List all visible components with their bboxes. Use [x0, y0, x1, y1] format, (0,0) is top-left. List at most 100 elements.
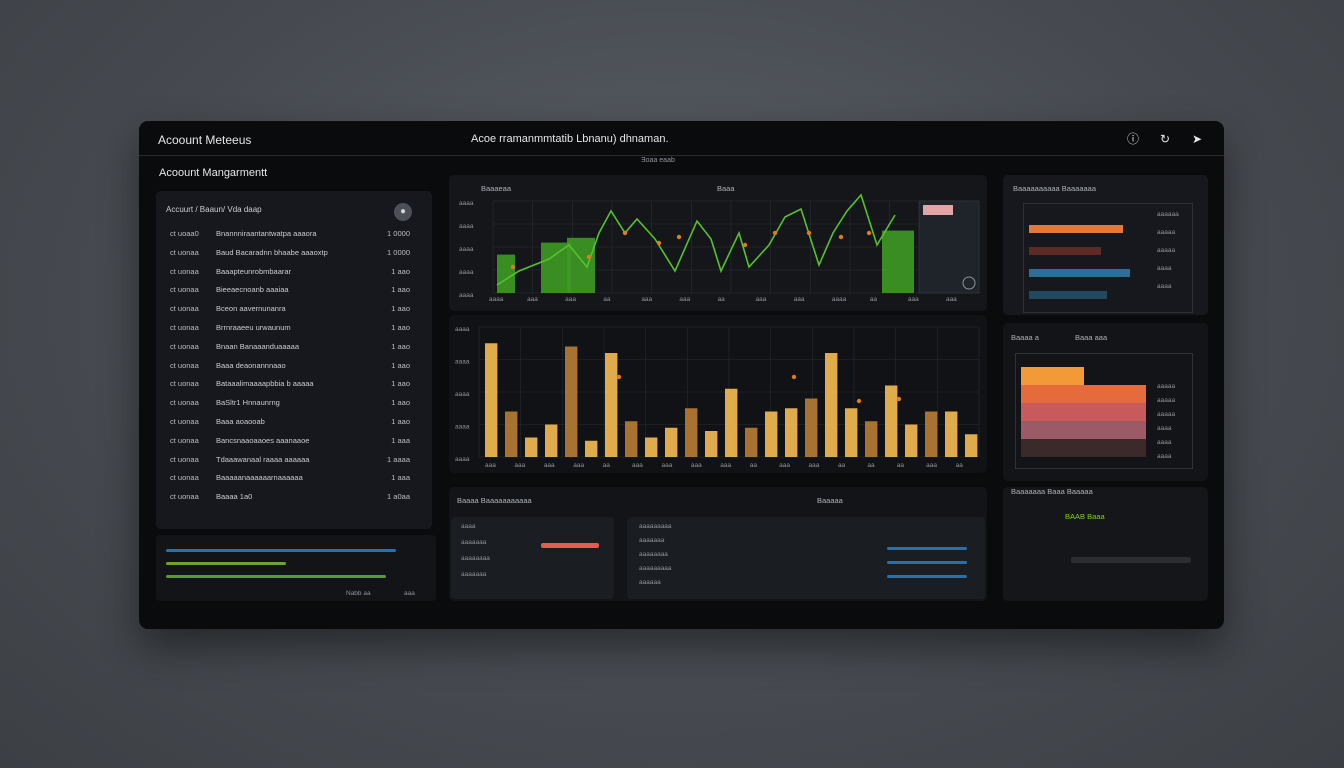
right-top-label: aaaa [1157, 265, 1172, 272]
account-id: ct uonaa [170, 473, 199, 483]
summary-bar-1 [166, 549, 396, 552]
right-mid-band [1021, 403, 1147, 421]
list-item[interactable]: ct uonaa Baud Bacaradnn bhaabe aaaoxtp 1 0… [170, 248, 410, 262]
window-controls: ⓘ ↻ ➤ [1124, 132, 1206, 146]
x-tick-label: aa [838, 462, 846, 469]
x-tick-label: aa [867, 462, 875, 469]
y-tick-label: aaaa [459, 269, 474, 276]
x-tick-label: aaa [794, 296, 805, 303]
y-tick-label: aaaa [459, 246, 474, 253]
list-item[interactable]: ct uonaa Baaa deaonannnaao 1 aao [170, 361, 410, 375]
account-value: 1 aao [391, 379, 410, 389]
y-tick-label: aaaa [455, 359, 470, 366]
chart-bar [605, 353, 618, 457]
card-b-bar [887, 561, 967, 564]
y-tick-label: aaaa [455, 456, 470, 463]
line-chart-title-2: Baaa [717, 184, 735, 193]
x-tick-label: aaa [565, 296, 576, 303]
chart-bar [805, 398, 818, 457]
data-point [806, 230, 812, 236]
forward-icon[interactable]: ➤ [1191, 132, 1203, 146]
bottom-panel-title: Baaaa Baaaaaaaaaaa [457, 496, 532, 505]
list-item[interactable]: ct uoaa0 Bnannniraantantwatpa aaaora 1 000… [170, 229, 410, 243]
x-tick-label: aaa [946, 296, 957, 303]
refresh-icon[interactable]: ↻ [1159, 132, 1171, 146]
list-item[interactable]: ct uonaa Bataaalimaaaapbbia b aaaaa 1 aao [170, 379, 410, 393]
right-mid-label: aaaaa [1157, 383, 1176, 390]
account-name: Bataaalimaaaapbbia b aaaaa [216, 379, 314, 389]
x-tick-label: aaa [544, 462, 555, 469]
chart-bar [785, 408, 798, 457]
card-b-label: aaaaaaa [639, 537, 665, 544]
account-value: 1 aao [391, 417, 410, 426]
card-a-label: aaaaaaaa [461, 555, 490, 562]
account-value: 1 aao [391, 323, 410, 332]
list-item[interactable]: ct uonaa Bieeaecnoanb aaaiaa 1 aao [170, 285, 410, 299]
list-item[interactable]: ct uonaa BaSltr1 Hnnaunrng 1 aao [170, 398, 410, 412]
right-top-bar [1029, 291, 1107, 299]
chart-bar [645, 437, 658, 457]
list-item[interactable]: ct uonaa Baaaaanaaaaaarnaaaaaa 1 aaa [170, 473, 410, 487]
avatar[interactable]: ● [394, 203, 412, 221]
list-item[interactable]: ct uonaa Baaa aoaooab 1 aao [170, 417, 410, 431]
summary-footer-label: Nabb aa [346, 590, 371, 597]
summary-footer-value: aaa [404, 590, 415, 597]
list-item[interactable]: ct uonaa Tdaaawanaal raaaa aaaaaa 1 aaaa [170, 455, 410, 469]
series-line [496, 193, 896, 286]
account-id: ct uonaa [170, 304, 199, 314]
account-name: Baaapteunrobmbaarar [216, 266, 292, 276]
account-id: ct uonaa [170, 379, 199, 389]
x-tick-label: aa [717, 296, 725, 303]
account-id: ct uonaa [170, 360, 199, 370]
right-mid-panel: Baaaa a Baaa aaa aaaaa aaaaa aaaaa aaaa aaaa… [1003, 323, 1208, 481]
app-window: Acoount Meteeus Acoe rramanmmtatib Lbnan… [139, 121, 1224, 629]
data-point [791, 374, 797, 380]
account-name: Baud Bacaradnn bhaabe aaaoxtp [216, 247, 328, 257]
data-point [676, 234, 682, 240]
list-item[interactable]: ct uonaa Bceon aavernunanra 1 aao [170, 304, 410, 318]
x-tick-label: aaa [527, 296, 538, 303]
account-name: BaSltr1 Hnnaunrng [216, 398, 280, 408]
account-name: Bnaan Banaaanduaaaaa [216, 341, 299, 351]
account-id: ct uonaa [170, 454, 199, 464]
card-b-label: aaaaaaaaa [639, 565, 672, 572]
account-name: Bieeaecnoanb aaaiaa [216, 285, 289, 295]
right-top-title: Baaaaaaaaaa Baaaaaaa [1013, 184, 1096, 193]
chart-bar [725, 388, 738, 457]
info-icon[interactable]: ⓘ [1126, 132, 1139, 146]
data-point [896, 396, 902, 402]
card-b-bar [887, 575, 967, 578]
account-name: Baaa deaonannnaao [216, 360, 286, 370]
list-item[interactable]: ct uonaa Bancsnaaoaaoes aaanaaoe 1 aaa [170, 436, 410, 450]
line-chart-panel: Baaaeaa Baaa aaaa aaaa aaaa aaaa aaaa aaaa aaa… [449, 175, 987, 311]
account-value: 1 aao [391, 341, 410, 351]
right-top-label: aaaaaa [1157, 211, 1179, 218]
bottom-panel-title-right: Baaaaa [817, 496, 843, 505]
data-point [622, 230, 628, 236]
chart-bar [882, 230, 914, 293]
right-mid-label: aaaaa [1157, 411, 1176, 418]
account-id: ct uonaa [170, 435, 199, 445]
x-tick-label: aaa [720, 462, 731, 469]
account-value: 1 aao [391, 266, 410, 276]
data-point [866, 230, 872, 236]
right-mid-label: aaaa [1157, 425, 1172, 432]
x-tick-label: aaaa [489, 296, 504, 303]
list-item[interactable]: ct uonaa Brrnraaeeu urwaunum 1 aao [170, 323, 410, 337]
page-subtitle: Ǝoaa eaab [641, 157, 675, 164]
list-item[interactable]: ct uonaa Baaaa 1a0 1 a0aa [170, 492, 410, 506]
title-bar: Acoount Meteeus Acoe rramanmmtatib Lbnan… [139, 121, 1224, 156]
x-tick-label: aa [603, 462, 611, 469]
chart-bar [625, 421, 638, 457]
x-tick-label: aa [603, 296, 611, 303]
x-tick-label: aaa [756, 296, 767, 303]
right-top-label: aaaaa [1157, 229, 1176, 236]
chart-bar [845, 408, 858, 457]
bar-chart-panel: aaaa aaaa aaaa aaaa aaaa aaa aaa aaa aaa aa aaa aaa… [449, 315, 987, 473]
chart-bar [765, 411, 778, 457]
right-mid-band [1021, 385, 1147, 403]
list-item[interactable]: ct uonaa Baaapteunrobmbaarar 1 aao [170, 267, 410, 281]
card-b: aaaaaaaaa aaaaaaa aaaaaaaa aaaaaaaaa aaaaaa [627, 517, 985, 599]
list-item[interactable]: ct uonaa Bnaan Banaaanduaaaaa 1 aao [170, 342, 410, 356]
y-tick-label: aaaa [459, 223, 474, 230]
